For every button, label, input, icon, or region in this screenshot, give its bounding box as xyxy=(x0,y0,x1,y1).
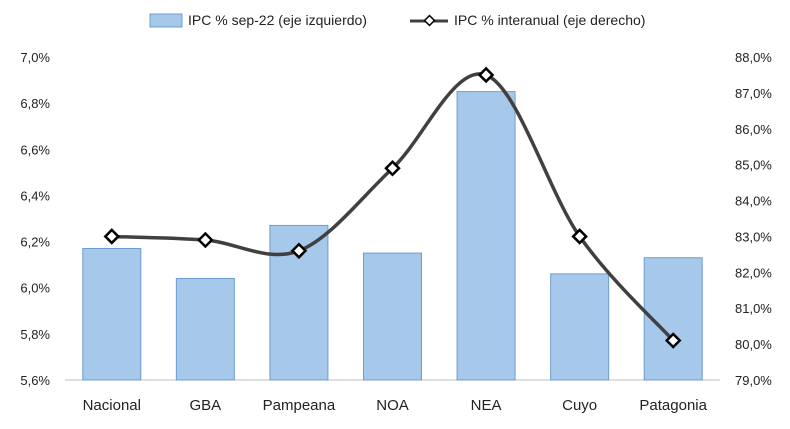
line-marker xyxy=(384,159,401,177)
legend: IPC % sep-22 (eje izquierdo) IPC % inter… xyxy=(149,12,645,28)
y-right-tick-label: 84,0% xyxy=(735,194,772,209)
legend-swatch-marker xyxy=(423,14,436,27)
line-marker xyxy=(103,228,121,245)
y-left-tick-label: 5,8% xyxy=(20,327,50,342)
bar xyxy=(456,91,516,381)
bar xyxy=(550,273,610,381)
y-right-tick-label: 85,0% xyxy=(735,158,772,173)
bar xyxy=(82,247,142,381)
bar xyxy=(175,277,235,381)
y-right-tick-label: 87,0% xyxy=(735,86,772,101)
category-label: Cuyo xyxy=(562,397,597,414)
y-right-tick-label: 81,0% xyxy=(735,301,772,316)
category-label: Pampeana xyxy=(263,397,336,414)
category-labels: Nacional GBA Pampeana NOA NEA Cuyo Patagonia xyxy=(83,397,708,414)
y-left-tick-label: 6,8% xyxy=(20,96,50,111)
line-marker xyxy=(664,332,682,349)
y-left-tick-label: 6,2% xyxy=(20,235,50,250)
category-label: NEA xyxy=(471,397,502,414)
category-label: GBA xyxy=(190,397,222,414)
line-marker xyxy=(290,242,308,260)
y-left-tick-label: 6,0% xyxy=(20,281,50,296)
y-left-tick-label: 6,4% xyxy=(20,188,50,203)
y-right-tick-label: 82,0% xyxy=(735,265,772,280)
category-label: Nacional xyxy=(83,397,141,414)
markers xyxy=(103,66,682,349)
category-label: Patagonia xyxy=(639,397,707,414)
bar xyxy=(363,252,422,381)
line-marker xyxy=(571,228,588,245)
y-right-tick-label: 79,0% xyxy=(735,373,772,388)
y-right-tick-label: 80,0% xyxy=(735,337,772,352)
legend-label-bar: IPC % sep-22 (eje izquierdo) xyxy=(188,12,367,28)
legend-label-line: IPC % interanual (eje derecho) xyxy=(454,12,645,28)
category-label: NOA xyxy=(376,397,409,414)
y-right-tick-label: 86,0% xyxy=(735,122,772,137)
y-left-tick-label: 6,6% xyxy=(20,142,50,157)
bars xyxy=(82,91,703,381)
line-marker xyxy=(197,231,214,249)
line-marker xyxy=(477,66,495,84)
legend-swatch-bar xyxy=(149,13,183,28)
y-right-tick-label: 83,0% xyxy=(735,229,772,244)
y-left-tick-label: 7,0% xyxy=(20,50,50,65)
y-left-tick-label: 5,6% xyxy=(20,373,50,388)
y-right-tick-label: 88,0% xyxy=(735,50,772,65)
axes: 5,6% 5,8% 6,0% 6,2% 6,4% 6,6% 6,8% 7,0% 79,0% 80,… xyxy=(20,50,772,388)
